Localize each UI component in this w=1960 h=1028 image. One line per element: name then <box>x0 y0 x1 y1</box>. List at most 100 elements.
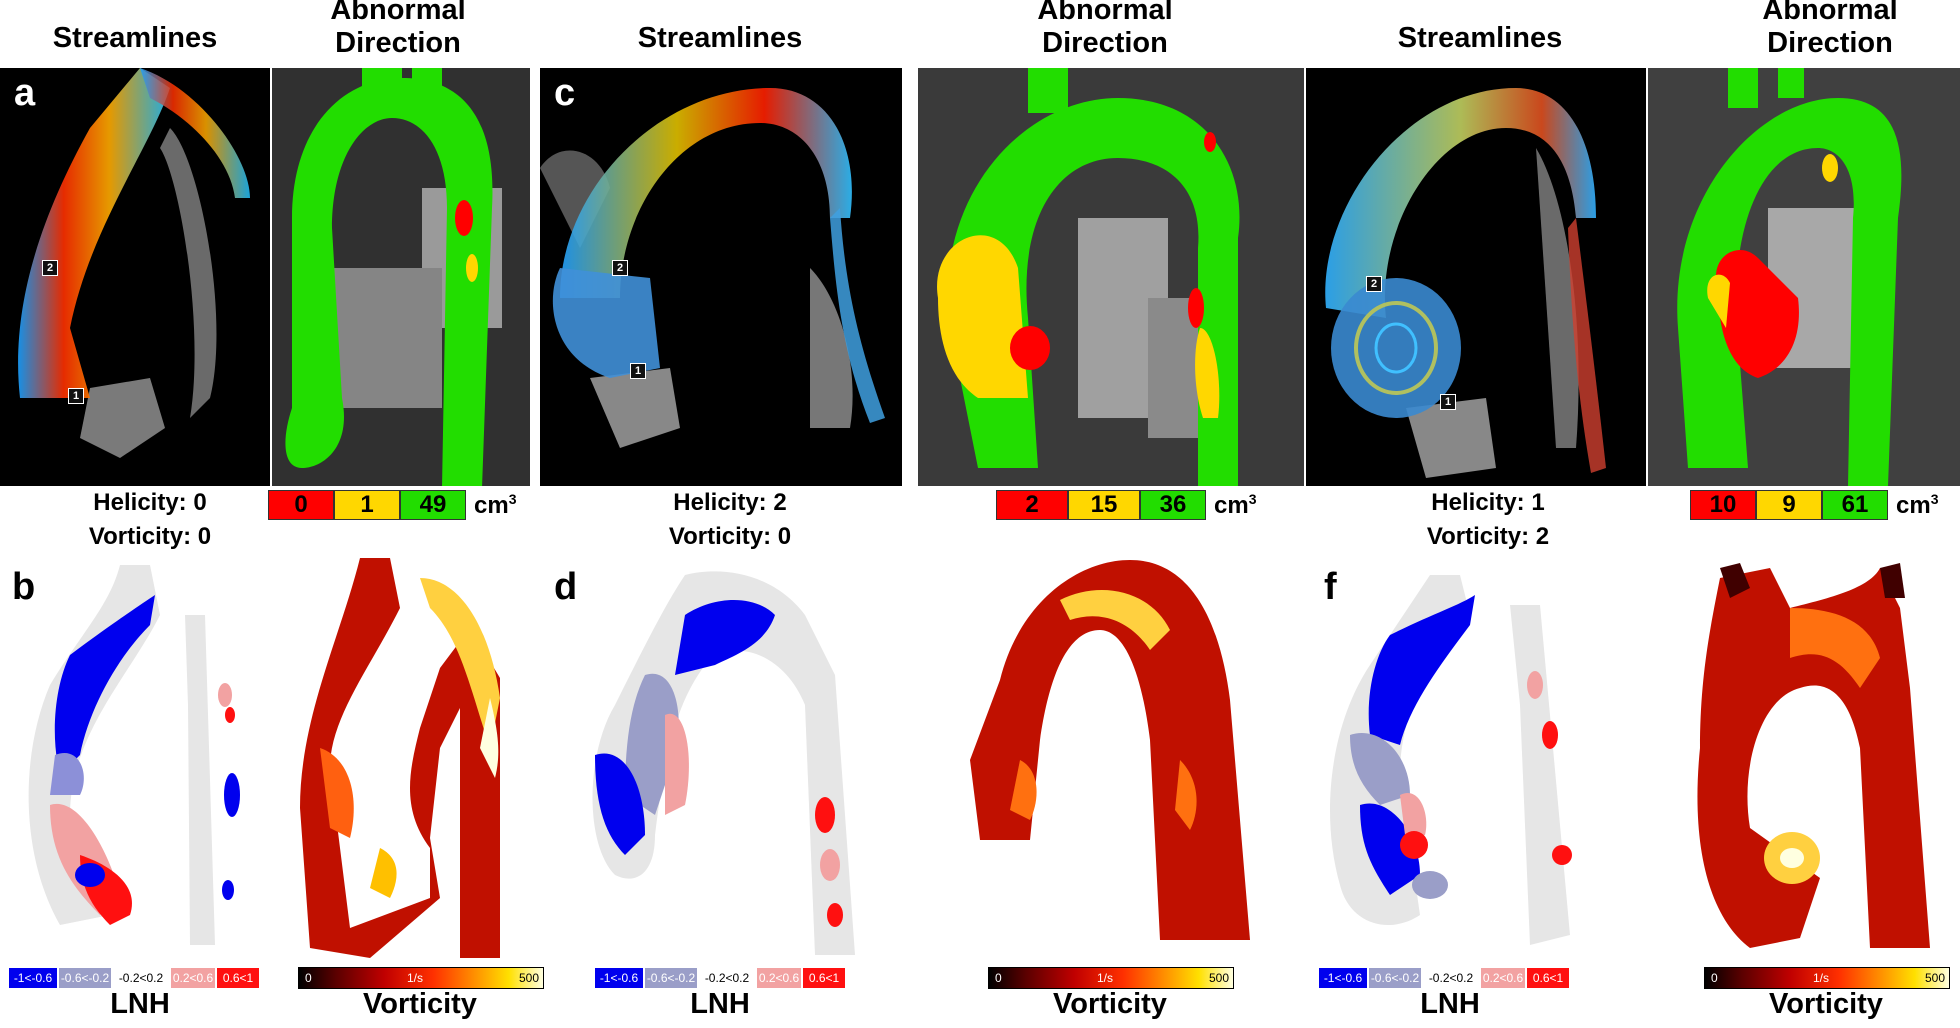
header-abnormal-line1: Abnormal <box>1037 0 1173 26</box>
case2-vorticity: Vorticity: 0 <box>668 523 792 550</box>
panel-a-streamlines: a 2 1 <box>0 68 270 486</box>
lnh-bin-1: -1<-0.6 <box>1318 967 1368 989</box>
header-streamlines-e: Streamlines <box>1397 22 1563 54</box>
lnh-bin-1: -1<-0.6 <box>594 967 644 989</box>
header-abnormal-e: Abnormal Direction <box>1700 0 1960 60</box>
panel-label-d: d <box>554 566 578 608</box>
lnh-legend-b: -1<-0.6 -0.6<-0.2 -0.2<0.2 0.2<0.6 0.6<1 <box>8 967 260 989</box>
volume-yellow: 15 <box>1068 490 1140 520</box>
position-marker-2: 2 <box>42 260 58 276</box>
caption-vorticity-b: Vorticity <box>363 988 477 1020</box>
panel-c-abnormal: e <box>918 68 1304 486</box>
streamlines-illustration-c <box>540 88 885 448</box>
panel-e-streamlines: 2 1 <box>1306 68 1646 486</box>
vorticity-map-f <box>1697 563 1930 948</box>
case3-helicity: Helicity: 1 <box>1431 489 1545 516</box>
caption-lnh-d: LNH <box>690 988 750 1020</box>
vorticity-min: 0 <box>995 971 1002 985</box>
caption-vorticity-d: Vorticity <box>1053 988 1167 1020</box>
header-abnormal-line2: Direction <box>335 27 461 59</box>
vorticity-max: 500 <box>1208 971 1229 985</box>
vorticity-legend-b: 0 1/s 500 <box>298 967 544 989</box>
volume-unit: cm3 <box>474 490 517 519</box>
lnh-map-f <box>1330 575 1572 945</box>
header-streamlines-a: Streamlines <box>52 22 218 54</box>
caption-lnh-b: LNH <box>110 988 170 1020</box>
panel-label-b: b <box>12 566 36 608</box>
volume-red: 10 <box>1690 490 1756 520</box>
case3-metrics: Helicity: 1 Vorticity: 2 <box>1398 486 1578 554</box>
panel-e-abnormal <box>1648 68 1960 486</box>
vorticity-legend-f: 0 1/s 500 <box>1704 967 1950 989</box>
caption-lnh-f: LNH <box>1420 988 1480 1020</box>
vorticity-unit: 1/s <box>1813 971 1830 985</box>
case3-volume-legend: 10 9 61 cm3 <box>1690 490 1938 520</box>
lnh-bin-2: -0.6<-0.2 <box>58 967 112 989</box>
lnh-bin-3: -0.2<0.2 <box>1422 967 1480 989</box>
lnh-bin-2: -0.6<-0.2 <box>1368 967 1422 989</box>
lnh-bin-3: -0.2<0.2 <box>698 967 756 989</box>
volume-unit: cm3 <box>1214 490 1257 519</box>
streamlines-illustration-a <box>18 68 250 458</box>
aorta-illustration-e <box>1648 68 1960 486</box>
vorticity-min: 0 <box>1711 971 1718 985</box>
lnh-bin-4: 0.2<0.6 <box>170 967 216 989</box>
vorticity-map-d <box>970 560 1250 940</box>
lnh-legend-d: -1<-0.6 -0.6<-0.2 -0.2<0.2 0.2<0.6 0.6<1 <box>594 967 846 989</box>
position-marker-1: 1 <box>1440 394 1456 410</box>
vorticity-unit: 1/s <box>407 971 424 985</box>
case1-volume-legend: 0 1 49 cm3 <box>268 490 516 520</box>
aorta-illustration-a <box>272 68 530 486</box>
panel-label-f: f <box>1324 566 1337 608</box>
aorta-illustration-c <box>918 68 1304 486</box>
panel-label-c: c <box>554 72 576 114</box>
volume-unit: cm3 <box>1896 490 1939 519</box>
vorticity-legend-d: 0 1/s 500 <box>988 967 1234 989</box>
lnh-bin-5: 0.6<1 <box>1526 967 1570 989</box>
caption-vorticity-f: Vorticity <box>1769 988 1883 1020</box>
volume-green: 36 <box>1140 490 1206 520</box>
header-abnormal-line1: Abnormal <box>1762 0 1898 26</box>
lnh-bin-5: 0.6<1 <box>216 967 260 989</box>
case2-helicity: Helicity: 2 <box>673 489 787 516</box>
case1-vorticity: Vorticity: 0 <box>88 523 212 550</box>
volume-green: 61 <box>1822 490 1888 520</box>
case2-volume-legend: 2 15 36 cm3 <box>996 490 1256 520</box>
lnh-bin-4: 0.2<0.6 <box>1480 967 1526 989</box>
lnh-map-d <box>592 571 855 955</box>
case1-metrics: Helicity: 0 Vorticity: 0 <box>60 486 240 554</box>
panel-a-abnormal <box>272 68 530 486</box>
case2-metrics: Helicity: 2 Vorticity: 0 <box>640 486 820 554</box>
volume-red: 2 <box>996 490 1068 520</box>
panel-label-a: a <box>14 72 36 114</box>
volume-red: 0 <box>268 490 334 520</box>
lnh-bin-4: 0.2<0.6 <box>756 967 802 989</box>
volume-yellow: 1 <box>334 490 400 520</box>
lnh-bin-5: 0.6<1 <box>802 967 846 989</box>
position-marker-2: 2 <box>1366 276 1382 292</box>
lnh-bin-2: -0.6<-0.2 <box>644 967 698 989</box>
panel-c-streamlines: c 2 1 <box>540 68 902 486</box>
header-abnormal-line2: Direction <box>1042 27 1168 59</box>
vorticity-map-b <box>300 558 500 958</box>
volume-yellow: 9 <box>1756 490 1822 520</box>
position-marker-1: 1 <box>630 363 646 379</box>
case3-vorticity: Vorticity: 2 <box>1426 523 1550 550</box>
lnh-bin-3: -0.2<0.2 <box>112 967 170 989</box>
vorticity-unit: 1/s <box>1097 971 1114 985</box>
header-streamlines-c: Streamlines <box>637 22 803 54</box>
header-abnormal-c: Abnormal Direction <box>975 0 1235 60</box>
case1-helicity: Helicity: 0 <box>93 489 207 516</box>
lnh-map-b <box>28 565 240 945</box>
header-abnormal-line1: Abnormal <box>330 0 466 26</box>
volume-green: 49 <box>400 490 466 520</box>
header-abnormal-a: Abnormal Direction <box>268 0 528 60</box>
vorticity-max: 500 <box>518 971 539 985</box>
lnh-legend-f: -1<-0.6 -0.6<-0.2 -0.2<0.2 0.2<0.6 0.6<1 <box>1318 967 1570 989</box>
header-abnormal-line2: Direction <box>1767 27 1893 59</box>
streamlines-illustration-e <box>1325 88 1606 478</box>
vorticity-max: 500 <box>1924 971 1945 985</box>
position-marker-1: 1 <box>68 388 84 404</box>
lnh-bin-1: -1<-0.6 <box>8 967 58 989</box>
vorticity-min: 0 <box>305 971 312 985</box>
